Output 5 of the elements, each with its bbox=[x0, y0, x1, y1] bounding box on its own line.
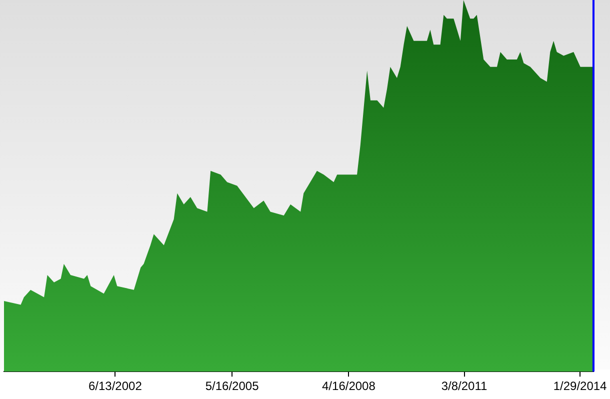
x-tick-label: 3/8/2011 bbox=[441, 379, 488, 394]
x-tick-label: 6/13/2002 bbox=[88, 379, 142, 394]
x-tick-label: 1/29/2014 bbox=[553, 379, 608, 394]
x-tick-label: 4/16/2008 bbox=[322, 379, 376, 394]
x-tick-label: 5/16/2005 bbox=[205, 379, 260, 394]
